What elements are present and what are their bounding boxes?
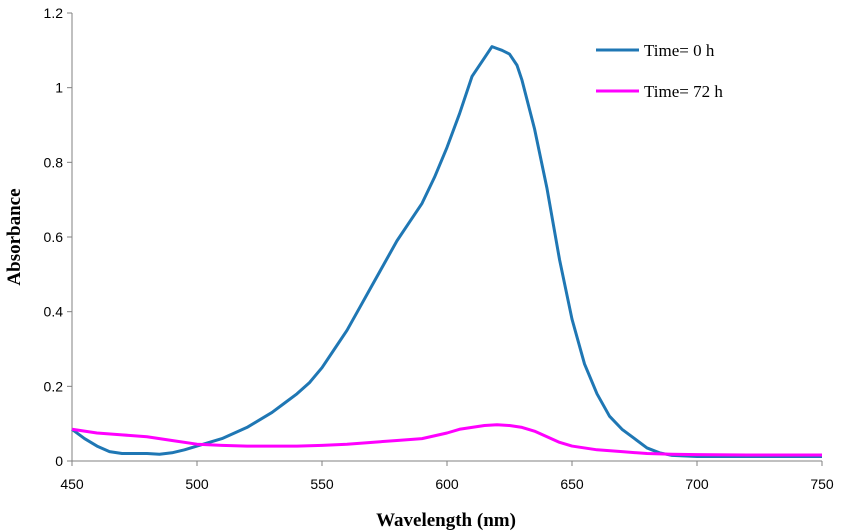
series-line-time-72h xyxy=(71,423,822,457)
y-tick-label: 0.2 xyxy=(44,378,64,394)
legend-label-time-0h: Time= 0 h xyxy=(644,41,715,60)
y-tick-label: 1.2 xyxy=(44,5,64,21)
legend: Time= 0 h Time= 72 h xyxy=(596,41,723,101)
x-tick-label: 500 xyxy=(185,476,209,492)
x-tick-label: 450 xyxy=(60,476,84,492)
y-tick-label: 0 xyxy=(55,453,63,469)
x-axis-ticks: 450 500 550 600 650 700 750 xyxy=(60,461,834,492)
series-line-time-0h xyxy=(71,45,822,459)
x-tick-label: 750 xyxy=(810,476,834,492)
legend-label-time-72h: Time= 72 h xyxy=(644,82,723,101)
y-tick-label: 0.8 xyxy=(44,154,64,170)
y-tick-label: 0.4 xyxy=(44,304,64,320)
x-tick-label: 650 xyxy=(560,476,584,492)
y-axis-ticks: 0 0.2 0.4 0.6 0.8 1 1.2 xyxy=(44,5,72,469)
y-axis-title: Absorbance xyxy=(4,188,25,285)
x-tick-label: 550 xyxy=(310,476,334,492)
y-tick-label: 1 xyxy=(55,80,63,96)
x-axis-title: Wavelength (nm) xyxy=(376,510,516,531)
y-tick-label: 0.6 xyxy=(44,229,64,245)
x-tick-label: 600 xyxy=(435,476,459,492)
series-lines xyxy=(71,45,822,459)
x-tick-label: 700 xyxy=(685,476,709,492)
